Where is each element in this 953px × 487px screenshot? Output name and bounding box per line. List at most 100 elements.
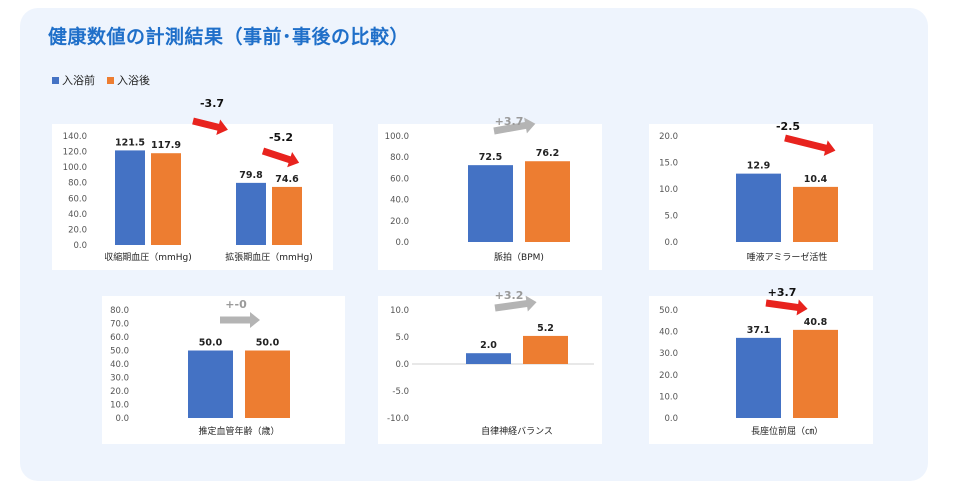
y-tick-label: 20.0	[659, 132, 678, 142]
data-label-before: 37.1	[747, 325, 770, 336]
y-tick-label: 80.0	[110, 306, 129, 316]
y-tick-label: 60.0	[110, 333, 129, 343]
data-label-after: 50.0	[256, 338, 280, 349]
page-title: 健康数値の計測結果（事前･事後の比較）	[48, 26, 410, 48]
y-tick-label: 80.0	[68, 179, 87, 189]
bar-after	[151, 153, 181, 245]
data-label-after: 74.6	[275, 174, 299, 185]
y-tick-label: 5.0	[664, 212, 678, 222]
x-category-label: 長座位前屈（㎝）	[751, 425, 823, 437]
change-arrow	[784, 134, 836, 156]
bar-before	[468, 165, 513, 242]
bar-after	[793, 186, 838, 242]
y-tick-label: 50.0	[659, 306, 678, 316]
change-arrow	[494, 295, 537, 312]
legend-label-after: 入浴後	[117, 74, 150, 87]
y-tick-label: 10.0	[659, 392, 678, 402]
change-annotation: +3.7	[768, 286, 797, 299]
y-tick-label: 30.0	[110, 374, 129, 384]
chart-svg-3: 0.0 10.0 20.0 30.0 40.0 50.0 60.0 70.0 80.0 50.0 5…	[110, 298, 290, 437]
y-tick-label: 20.0	[659, 371, 678, 381]
legend-swatch-before	[52, 76, 59, 84]
bar-after	[245, 350, 290, 418]
x-category-label: 自律神経バランス	[481, 425, 553, 437]
bar-after	[272, 186, 302, 245]
change-annotation: -2.5	[776, 120, 800, 133]
y-tick-label: 20.0	[110, 387, 129, 397]
bar-after	[525, 161, 570, 242]
data-label-after: 10.4	[804, 174, 828, 185]
y-tick-label: 0.0	[664, 238, 678, 248]
bar-before	[736, 173, 781, 242]
chart-pulse: 0.0 20.0 40.0 60.0 80.0 100.0 72.5 76.2 脈拍（BPM) +…	[378, 115, 602, 270]
chart-svg-4: -10.0 -5.0 0.0 5.0 10.0 2.0 5.2 自律神経バランス +3.2	[387, 289, 594, 437]
data-label-after: 5.2	[537, 323, 554, 334]
change-arrow-shape	[784, 134, 836, 156]
bar-before	[736, 337, 781, 418]
data-label-before: 72.5	[479, 152, 502, 163]
change-arrow-shape	[765, 299, 808, 316]
chart-svg-0: 0.0 20.0 40.0 60.0 80.0 100.0 120.0 140.0 121.5 1…	[63, 97, 313, 263]
chart-vascular-age: 0.0 10.0 20.0 30.0 40.0 50.0 60.0 70.0 80.0 50.0 5…	[102, 296, 345, 444]
change-arrow-shape	[494, 295, 537, 312]
legend: 入浴前 入浴後	[52, 72, 150, 88]
chart-svg-1: 0.0 20.0 40.0 60.0 80.0 100.0 72.5 76.2 脈拍（BPM) +…	[385, 115, 570, 263]
y-tick-label: 60.0	[390, 174, 409, 184]
chart-autonomic-balance: -10.0 -5.0 0.0 5.0 10.0 2.0 5.2 自律神経バランス +3.2	[378, 289, 602, 444]
change-annotation: -5.2	[269, 131, 293, 144]
y-tick-label: 0.0	[664, 414, 678, 424]
y-tick-label: 40.0	[110, 360, 129, 370]
y-tick-label: 5.0	[395, 333, 409, 343]
change-annotation: +-0	[225, 298, 247, 311]
y-tick-label: 10.0	[110, 401, 129, 411]
bar-before	[115, 150, 145, 245]
bar-before	[188, 350, 233, 418]
chart-salivary-amylase: 0.0 5.0 10.0 15.0 20.0 12.9 10.4 唾液アミラーゼ活性 -2.5	[649, 120, 873, 270]
change-arrow	[261, 147, 300, 168]
y-tick-label: 100.0	[385, 132, 409, 142]
x-category-label: 唾液アミラーゼ活性	[747, 251, 828, 263]
y-tick-label: 20.0	[390, 217, 409, 227]
y-tick-label: 40.0	[390, 196, 409, 206]
y-tick-label: 0.0	[115, 414, 129, 424]
x-category-label: 拡張期血圧（mmHg)	[225, 251, 313, 263]
y-tick-label: 100.0	[63, 163, 87, 173]
x-category-label: 収縮期血圧（mmHg)	[104, 251, 192, 263]
y-tick-label: 80.0	[390, 153, 409, 163]
data-label-after: 117.9	[151, 140, 181, 151]
chart-blood-pressure: 0.0 20.0 40.0 60.0 80.0 100.0 120.0 140.0 121.5 1…	[52, 97, 333, 270]
y-tick-label: 15.0	[659, 159, 678, 169]
change-arrow-shape	[493, 117, 536, 135]
bar-after	[793, 329, 838, 418]
y-tick-label: 0.0	[395, 360, 409, 370]
data-label-before: 79.8	[239, 170, 263, 181]
change-arrow-shape	[192, 117, 228, 136]
change-annotation: -3.7	[200, 97, 224, 110]
bar-before	[466, 353, 511, 364]
bar-after	[523, 335, 568, 364]
legend-swatch-after	[107, 76, 114, 84]
change-annotation: +3.7	[495, 115, 524, 128]
chart-svg-2: 0.0 5.0 10.0 15.0 20.0 12.9 10.4 唾液アミラーゼ活性 -2.5	[659, 120, 838, 263]
change-arrow	[220, 312, 260, 328]
y-tick-label: 50.0	[110, 347, 129, 357]
change-arrow-shape	[220, 312, 260, 328]
y-tick-label: 40.0	[68, 210, 87, 220]
y-tick-label: 30.0	[659, 349, 678, 359]
x-category-label: 脈拍（BPM)	[494, 251, 544, 263]
y-tick-label: 20.0	[68, 225, 87, 235]
y-tick-label: 0.0	[395, 238, 409, 248]
legend-label-before: 入浴前	[62, 74, 95, 87]
change-arrow-shape	[261, 147, 300, 168]
y-tick-label: 40.0	[659, 328, 678, 338]
y-tick-label: 140.0	[63, 132, 87, 142]
y-tick-label: 10.0	[390, 306, 409, 316]
data-label-before: 50.0	[199, 338, 223, 349]
chart-sit-and-reach: 0.0 10.0 20.0 30.0 40.0 50.0 37.1 40.8 長座位前屈（㎝） +…	[649, 286, 873, 444]
y-tick-label: 120.0	[63, 148, 87, 158]
data-label-before: 2.0	[480, 340, 497, 351]
change-annotation: +3.2	[495, 289, 524, 302]
y-tick-label: 0.0	[73, 241, 87, 251]
data-label-after: 76.2	[536, 148, 559, 159]
data-label-after: 40.8	[804, 317, 828, 328]
